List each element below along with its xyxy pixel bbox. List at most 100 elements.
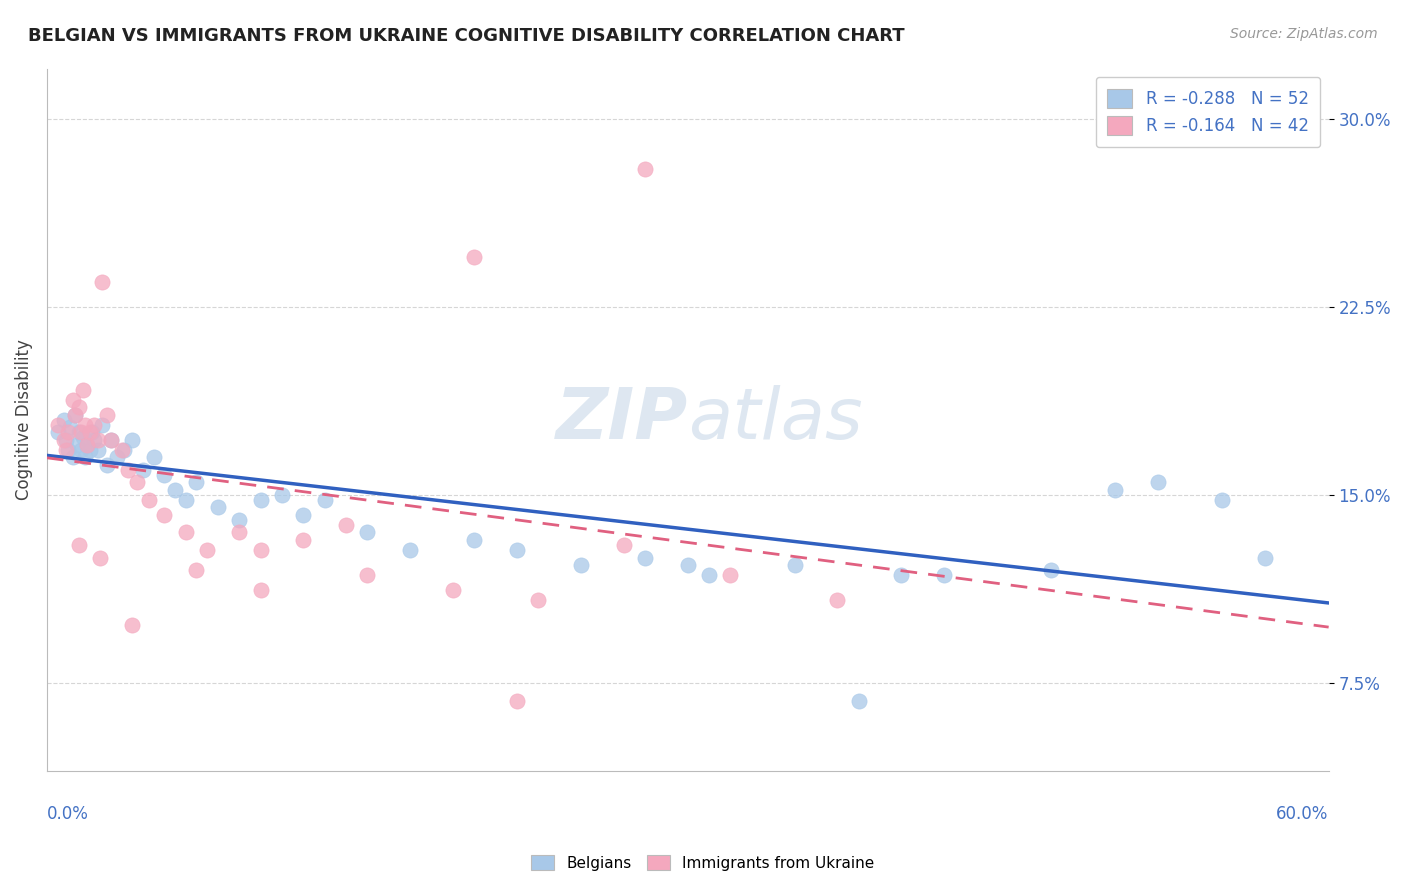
Point [117,463,139,477]
Point [80,425,103,440]
Point [249,583,271,598]
Point [697,568,720,582]
Point [59,420,82,434]
Point [527,593,550,607]
Point [96,408,118,422]
Point [827,593,849,607]
Point [634,161,657,176]
Point [314,492,336,507]
Point [783,558,806,573]
Text: 0.0%: 0.0% [46,805,89,823]
Point [356,525,378,540]
Point [153,508,176,522]
Point [72,383,94,397]
Point [292,533,315,547]
Point [58,425,80,440]
Point [66,438,89,452]
Point [228,513,250,527]
Point [676,558,699,573]
Point [249,492,271,507]
Point [87,433,110,447]
Y-axis label: Cognitive Disability: Cognitive Disability [15,339,32,500]
Point [91,417,114,432]
Point [75,450,97,465]
Point [121,618,143,632]
Point [634,550,657,565]
Point [70,442,93,457]
Point [79,425,101,440]
Point [142,450,165,465]
Point [63,408,86,422]
Point [55,433,77,447]
Point [720,568,742,582]
Point [506,693,529,707]
Point [138,492,160,507]
Point [1039,563,1062,577]
Point [46,417,69,432]
Point [111,442,134,457]
Point [89,550,111,565]
Point [932,568,955,582]
Point [91,275,114,289]
Point [72,430,94,444]
Point [441,583,464,598]
Point [165,483,187,497]
Text: 60.0%: 60.0% [1277,805,1329,823]
Point [70,425,93,440]
Point [613,538,636,552]
Point [62,392,84,407]
Point [100,433,122,447]
Point [1211,492,1233,507]
Legend: Belgians, Immigrants from Ukraine: Belgians, Immigrants from Ukraine [522,846,884,880]
Point [67,400,90,414]
Point [174,525,197,540]
Point [335,518,357,533]
Point [87,442,110,457]
Point [1146,475,1168,490]
Point [96,458,118,472]
Point [174,492,197,507]
Point [569,558,592,573]
Point [292,508,315,522]
Point [112,442,135,457]
Point [463,250,485,264]
Point [100,433,122,447]
Point [53,412,76,426]
Point [46,425,69,440]
Point [83,433,105,447]
Point [58,442,80,457]
Legend: R = -0.288   N = 52, R = -0.164   N = 42: R = -0.288 N = 52, R = -0.164 N = 42 [1095,77,1320,147]
Point [506,543,529,558]
Text: BELGIAN VS IMMIGRANTS FROM UKRAINE COGNITIVE DISABILITY CORRELATION CHART: BELGIAN VS IMMIGRANTS FROM UKRAINE COGNI… [28,27,904,45]
Point [153,467,176,482]
Point [195,543,218,558]
Point [399,543,422,558]
Point [125,475,148,490]
Point [75,417,97,432]
Point [67,425,90,440]
Point [848,693,870,707]
Point [121,433,143,447]
Point [1104,483,1126,497]
Text: Source: ZipAtlas.com: Source: ZipAtlas.com [1230,27,1378,41]
Point [270,488,292,502]
Point [76,438,98,452]
Text: atlas: atlas [688,385,862,454]
Point [186,563,208,577]
Point [249,543,271,558]
Point [79,442,101,457]
Point [55,442,77,457]
Point [62,450,84,465]
Point [356,568,378,582]
Point [67,538,90,552]
Point [186,475,208,490]
Point [83,417,105,432]
Point [63,408,86,422]
Point [1253,550,1275,565]
Point [105,450,128,465]
Point [890,568,912,582]
Text: ZIP: ZIP [555,385,688,454]
Point [463,533,485,547]
Point [76,438,98,452]
Point [207,500,229,515]
